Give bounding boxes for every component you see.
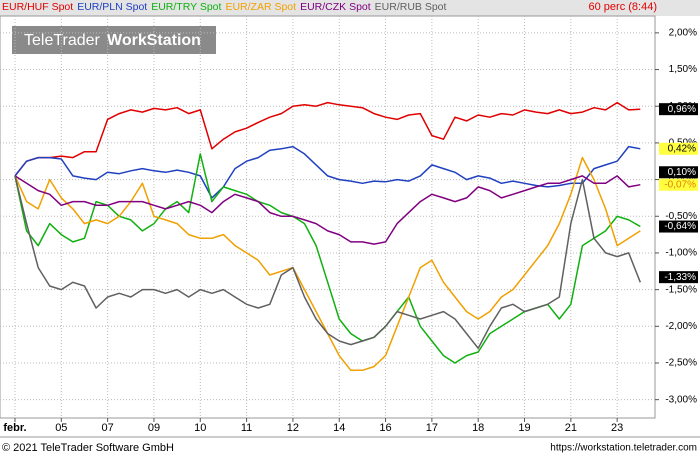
x-tick-label: 05 <box>55 422 67 434</box>
end-label: -0,64% <box>664 221 696 232</box>
end-label-box <box>659 271 698 284</box>
x-tick-label: 12 <box>287 422 299 434</box>
end-label-box <box>659 178 698 191</box>
y-tick-label: -0,50% <box>665 211 697 222</box>
legend-entry: EUR/HUF Spot <box>2 1 73 13</box>
end-label-box <box>659 166 698 179</box>
x-tick-label: 23 <box>611 422 623 434</box>
end-label: -0,07% <box>664 179 696 190</box>
end-label: 0,96% <box>668 104 696 115</box>
series-line <box>14 145 641 199</box>
interval-label: 60 perc (8:44) <box>589 1 657 13</box>
x-tick-label: 10 <box>194 422 206 434</box>
series-line <box>14 175 641 350</box>
legend-entry: EUR/ZAR Spot <box>225 1 296 13</box>
y-tick-label: 1,50% <box>669 64 697 75</box>
y-tick-label: -2,00% <box>665 321 697 332</box>
x-tick-label: 07 <box>102 422 114 434</box>
x-tick-label: 14 <box>333 422 345 434</box>
header-bar <box>0 0 700 16</box>
watermark-brand: TeleTrader <box>24 32 101 49</box>
x-tick-label: 17 <box>426 422 438 434</box>
x-tick-label: 21 <box>565 422 577 434</box>
x-tick-label: 18 <box>472 422 484 434</box>
y-tick-label: -1,00% <box>665 248 697 259</box>
copyright: © 2021 TeleTrader Software GmbH <box>2 442 174 454</box>
x-tick-label: 09 <box>148 422 160 434</box>
x-tick-label: 19 <box>518 422 530 434</box>
series-line <box>14 101 641 177</box>
plot-area <box>0 15 656 419</box>
footer-url: https://workstation.teletrader.com <box>550 443 697 454</box>
y-tick-label: -2,50% <box>665 358 697 369</box>
legend-entry: EUR/TRY Spot <box>151 1 221 13</box>
y-tick-label: -3,00% <box>665 394 697 405</box>
end-label: -1,33% <box>664 272 696 283</box>
end-label: 0,42% <box>668 143 696 154</box>
y-tick-label: 2,00% <box>669 28 697 39</box>
x-tick-label: 11 <box>241 422 252 434</box>
x-tick-label: febr. <box>3 422 26 434</box>
end-label-box <box>659 103 698 116</box>
end-label-box <box>659 220 698 233</box>
legend-entry: EUR/CZK Spot <box>300 1 371 13</box>
end-label: 0,10% <box>668 167 696 178</box>
series-line <box>14 175 641 245</box>
end-label-box <box>659 142 698 155</box>
y-tick-label: -1,50% <box>665 284 697 295</box>
x-tick-label: 16 <box>379 422 391 434</box>
watermark: TeleTrader WorkStation <box>12 26 216 54</box>
legend-entry: EUR/RUB Spot <box>375 1 447 13</box>
watermark-box <box>12 26 216 54</box>
legend-entry: EUR/PLN Spot <box>77 1 147 13</box>
